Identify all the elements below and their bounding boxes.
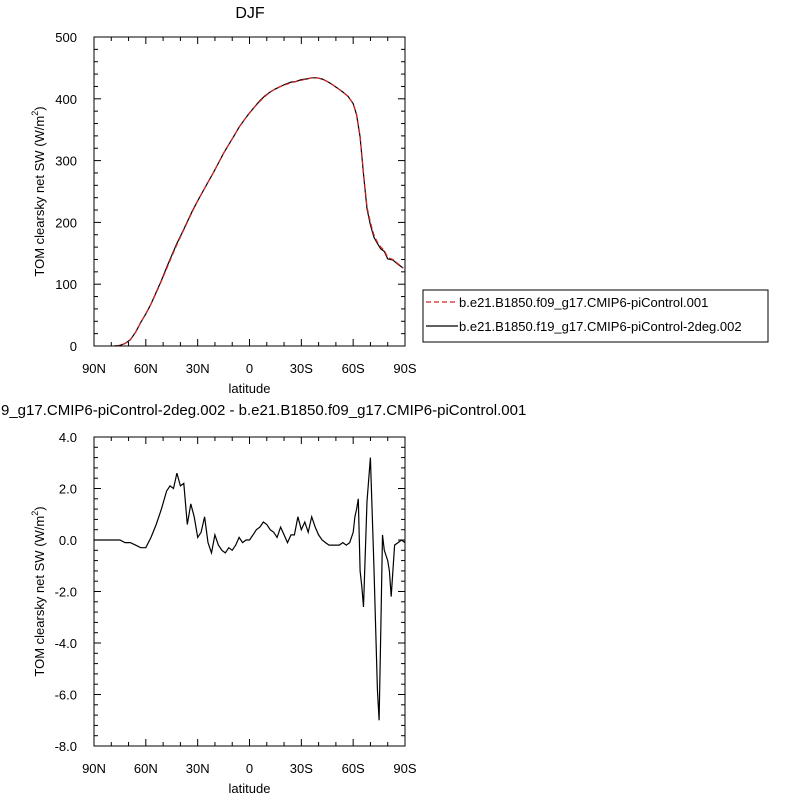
top-x-tick-label: 60S <box>342 361 365 376</box>
legend-box <box>422 289 769 343</box>
top-axis-ticks: 90N 60N 30N 0 30S 60S 90S 0 100 200 300 400 500 <box>55 30 417 376</box>
bottom-x-tick-label: 60N <box>134 761 158 776</box>
bottom-title: 9_g17.CMIP6-piControl-2deg.002 - b.e21.B… <box>1 402 526 419</box>
bottom-axis-ticks: 90N 60N 30N 0 30S 60S 90S 4.0 2.0 0.0 -2.0 -4.0 -6.0… <box>55 430 417 776</box>
bottom-series-lines <box>94 457 406 721</box>
legend: b.e21.B1850.f09_g17.CMIP6-piControl.001 … <box>422 289 769 343</box>
bottom-panel: 9_g17.CMIP6-piControl-2deg.002 - b.e21.B… <box>1 402 526 796</box>
bottom-y-tick-label: 4.0 <box>59 430 77 445</box>
top-y-tick-label: 200 <box>55 215 77 230</box>
bottom-x-tick-label: 30N <box>186 761 210 776</box>
bottom-series-line-1 <box>94 457 406 721</box>
top-x-tick-label: 60N <box>134 361 158 376</box>
top-y-tick-label: 100 <box>55 277 77 292</box>
bottom-x-tick-label: 60S <box>342 761 365 776</box>
bottom-plot-frame <box>93 436 406 747</box>
bottom-y-tick-label: -4.0 <box>55 636 77 651</box>
top-x-tick-label: 0 <box>246 361 253 376</box>
bottom-y-axis-label: TOM clearsky net SW (W/m2) <box>30 506 47 676</box>
bottom-y-tick-label: -2.0 <box>55 585 77 600</box>
bottom-x-tick-label: 90S <box>393 761 416 776</box>
top-x-tick-label: 30S <box>290 361 313 376</box>
legend-label-series-2: b.e21.B1850.f19_g17.CMIP6-piControl-2deg… <box>459 319 742 334</box>
top-y-tick-label: 0 <box>70 339 77 354</box>
top-y-tick-label: 300 <box>55 154 77 169</box>
top-plot-frame <box>93 36 406 347</box>
top-x-axis-label: latitude <box>229 381 271 396</box>
top-x-tick-label: 30N <box>186 361 210 376</box>
top-series-lines <box>114 77 404 347</box>
bottom-x-tick-label: 0 <box>246 761 253 776</box>
top-x-tick-label: 90N <box>82 361 106 376</box>
top-title: DJF <box>235 5 265 22</box>
bottom-x-tick-label: 30S <box>290 761 313 776</box>
legend-label-series-1: b.e21.B1850.f09_g17.CMIP6-piControl.001 <box>459 295 708 310</box>
top-y-tick-label: 500 <box>55 30 77 45</box>
bottom-y-tick-label: -8.0 <box>55 739 77 754</box>
top-y-axis-label: TOM clearsky net SW (W/m2) <box>30 106 47 276</box>
bottom-y-tick-label: 2.0 <box>59 482 77 497</box>
top-y-tick-label: 400 <box>55 92 77 107</box>
bottom-x-axis-label: latitude <box>229 781 271 796</box>
top-x-tick-label: 90S <box>393 361 416 376</box>
top-series-line-1 <box>114 77 404 347</box>
top-panel: DJF 90N 60N 30N 0 30S 60S 90S0100200300400500 … <box>30 5 769 396</box>
bottom-y-tick-label: -6.0 <box>55 688 77 703</box>
bottom-y-tick-label: 0.0 <box>59 533 77 548</box>
top-series-line-2 <box>114 77 404 347</box>
bottom-x-tick-label: 90N <box>82 761 106 776</box>
